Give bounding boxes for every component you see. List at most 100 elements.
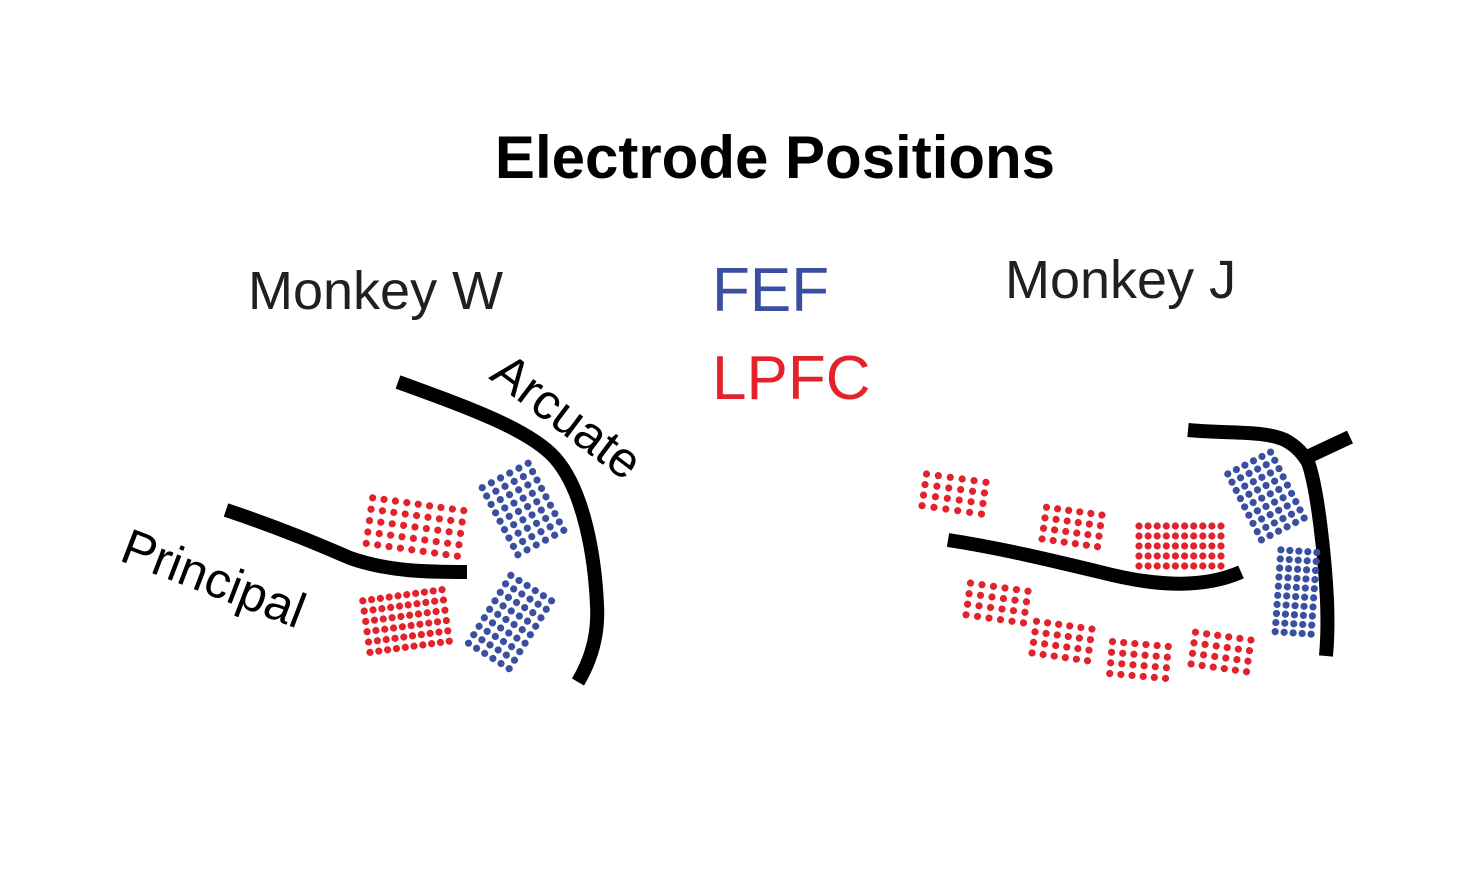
electrode-dot bbox=[435, 628, 443, 636]
electrode-dot bbox=[1153, 532, 1161, 540]
electrode-dot bbox=[1153, 552, 1161, 560]
electrode-dot bbox=[967, 498, 975, 506]
electrode-dot bbox=[1190, 562, 1198, 570]
electrode-dot bbox=[496, 517, 504, 525]
electrode-dot bbox=[998, 605, 1006, 613]
electrode-dot bbox=[551, 509, 559, 518]
electrode-dot bbox=[390, 508, 398, 517]
electrode-dot bbox=[1245, 647, 1254, 655]
electrode-dot bbox=[963, 600, 972, 608]
electrode-dot bbox=[1151, 663, 1159, 671]
electrode-dot bbox=[976, 591, 985, 599]
electrode-dot bbox=[1074, 518, 1082, 527]
electrode-dot bbox=[388, 614, 396, 622]
electrode-dot bbox=[1153, 542, 1161, 550]
electrode-dot bbox=[1214, 631, 1222, 639]
electrode-dot bbox=[499, 637, 508, 646]
electrode-dot bbox=[1144, 552, 1152, 560]
electrode-dot bbox=[491, 597, 499, 605]
electrode-dot bbox=[1096, 522, 1105, 530]
electrode-dot bbox=[541, 536, 550, 544]
electrode-dot bbox=[496, 495, 504, 504]
electrode-dot bbox=[985, 614, 993, 622]
electrode-dot bbox=[1024, 587, 1032, 595]
electrode-dot bbox=[378, 605, 386, 613]
electrode-dot bbox=[411, 523, 419, 531]
electrode-dot bbox=[483, 492, 491, 500]
electrode-dot bbox=[1075, 634, 1083, 642]
electrode-dot bbox=[1009, 607, 1018, 615]
electrode-dot bbox=[1162, 542, 1170, 550]
electrode-dot bbox=[546, 501, 555, 509]
electrode-dot bbox=[435, 515, 443, 523]
electrode-dot bbox=[1087, 509, 1095, 518]
electrode-dot bbox=[1288, 489, 1296, 497]
electrode-dot bbox=[376, 594, 384, 602]
electrode-dot bbox=[488, 619, 497, 627]
electrode-dot bbox=[1285, 555, 1293, 564]
electrode-dot bbox=[431, 597, 439, 605]
electrode-dot bbox=[1084, 530, 1092, 539]
electrode-dot bbox=[1220, 665, 1228, 673]
monkey-w-lpfc-array bbox=[359, 586, 453, 656]
electrode-dot bbox=[1181, 552, 1189, 560]
electrode-dot bbox=[1292, 518, 1300, 527]
electrode-dot bbox=[1241, 482, 1249, 490]
electrode-dot bbox=[1258, 452, 1266, 461]
electrode-dot bbox=[519, 494, 527, 502]
electrode-dot bbox=[968, 487, 977, 495]
electrode-dot bbox=[523, 581, 531, 590]
electrode-dot bbox=[1153, 522, 1161, 530]
electrode-dot bbox=[1073, 529, 1081, 537]
electrode-dot bbox=[1249, 519, 1257, 527]
electrode-dot bbox=[381, 625, 389, 633]
electrode-dot bbox=[1086, 636, 1095, 644]
electrode-dot bbox=[1236, 634, 1244, 643]
monkey-j-lpfc-array bbox=[1135, 522, 1225, 570]
electrode-dot bbox=[1130, 650, 1138, 658]
monkey-w-electrode-arrays bbox=[359, 459, 568, 673]
electrode-dot bbox=[1249, 498, 1257, 507]
monkey-j-principal-sulcus bbox=[946, 533, 1244, 591]
electrode-dot bbox=[1266, 511, 1274, 519]
electrode-dot bbox=[1181, 542, 1189, 550]
electrode-dot bbox=[1234, 645, 1242, 653]
electrode-dot bbox=[933, 482, 941, 490]
electrode-dot bbox=[1313, 548, 1321, 556]
electrode-dot bbox=[1292, 497, 1300, 506]
electrode-dot bbox=[1171, 542, 1179, 550]
electrode-dot bbox=[510, 521, 518, 529]
electrode-dot bbox=[1273, 600, 1281, 609]
electrode-dot bbox=[1262, 461, 1270, 469]
monkey-j-fef-array bbox=[1224, 448, 1308, 544]
electrode-dot bbox=[380, 495, 388, 504]
electrode-dot bbox=[921, 480, 929, 489]
electrode-dot bbox=[1271, 456, 1279, 464]
electrode-dot bbox=[1212, 642, 1220, 650]
electrode-dot bbox=[1140, 662, 1148, 670]
electrode-dot bbox=[378, 507, 387, 515]
electrode-dot bbox=[1201, 640, 1209, 649]
electrode-dot bbox=[372, 626, 380, 635]
electrode-dot bbox=[996, 616, 1005, 624]
electrode-dot bbox=[1294, 556, 1302, 564]
electrode-dot bbox=[1300, 602, 1308, 610]
electrode-dot bbox=[433, 618, 442, 626]
electrode-dot bbox=[542, 493, 550, 501]
electrode-dot bbox=[521, 639, 529, 647]
electrode-dot bbox=[494, 610, 502, 618]
electrode-dot bbox=[1083, 657, 1092, 665]
electrode-dot bbox=[1199, 542, 1207, 550]
electrode-dot bbox=[1208, 532, 1216, 540]
electrode-dot bbox=[546, 523, 554, 531]
electrode-dot bbox=[1225, 633, 1233, 641]
electrode-dot bbox=[1262, 502, 1270, 511]
electrode-dot bbox=[1012, 585, 1021, 594]
electrode-dot bbox=[537, 614, 545, 622]
electrode-dot bbox=[1272, 609, 1281, 618]
electrode-dot bbox=[1299, 611, 1307, 619]
electrode-dot bbox=[513, 634, 521, 642]
electrode-dot bbox=[1266, 531, 1274, 540]
electrode-dot bbox=[980, 489, 989, 497]
electrode-dot bbox=[1283, 592, 1291, 600]
